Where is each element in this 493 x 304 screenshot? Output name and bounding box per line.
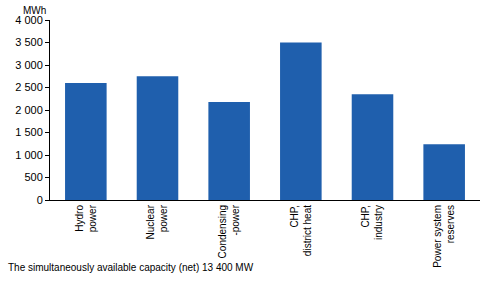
svg-text:Nuclearpower: Nuclearpower: [145, 204, 169, 239]
svg-text:2 500: 2 500: [15, 81, 43, 93]
svg-text:2 000: 2 000: [15, 104, 43, 116]
svg-text:1 500: 1 500: [15, 126, 43, 138]
svg-text:MWh: MWh: [23, 5, 46, 16]
svg-text:Hydropower: Hydropower: [74, 204, 98, 232]
svg-text:The simultaneously available c: The simultaneously available capacity (n…: [8, 262, 254, 273]
svg-text:3 000: 3 000: [15, 59, 43, 71]
svg-text:0: 0: [37, 194, 43, 206]
svg-text:500: 500: [24, 171, 42, 183]
svg-text:1 000: 1 000: [15, 149, 43, 161]
svg-text:Condensing-power: Condensing-power: [217, 204, 241, 258]
svg-text:CHP,industry: CHP,industry: [360, 205, 384, 240]
svg-text:CHP,district heat: CHP,district heat: [289, 205, 313, 256]
svg-text:Power systemreserves: Power systemreserves: [432, 205, 456, 268]
svg-text:3 500: 3 500: [15, 36, 43, 48]
svg-text:4 000: 4 000: [15, 14, 43, 26]
